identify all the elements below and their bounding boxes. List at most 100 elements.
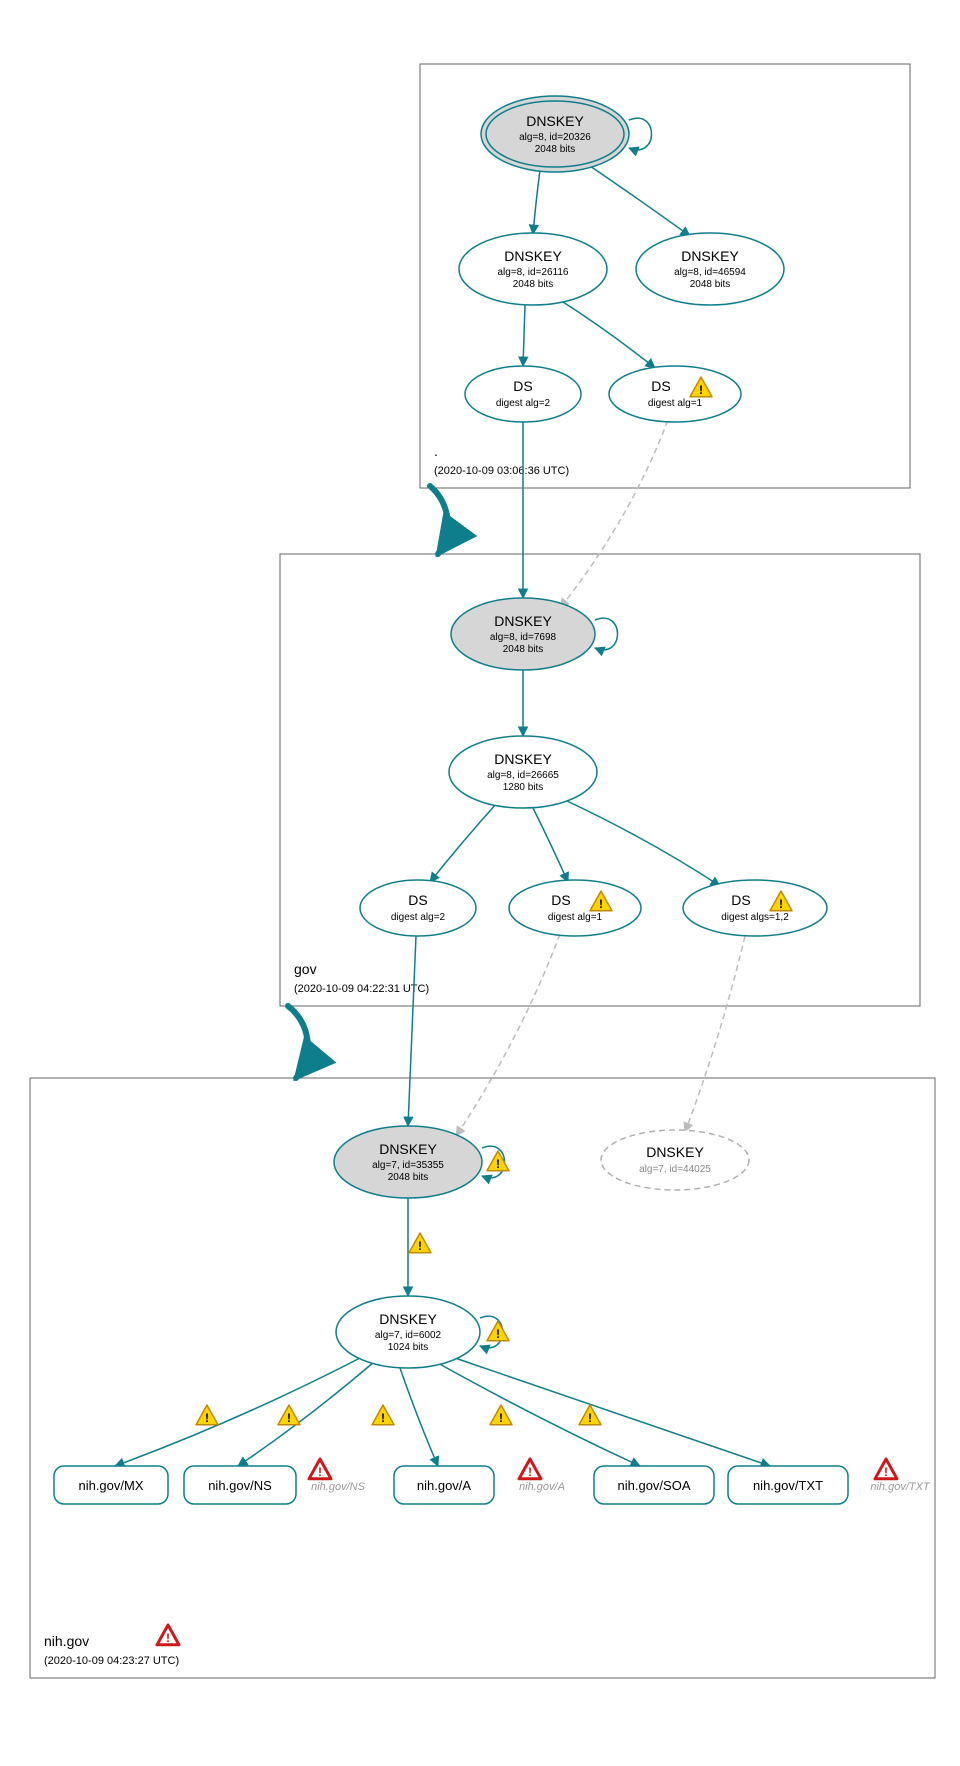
- error-icon: !: [309, 1459, 331, 1479]
- rr-label-ns: nih.gov/NS: [208, 1478, 272, 1493]
- node-gov_ds1: DSdigest alg=2: [360, 880, 476, 936]
- node-gov_zsk: DNSKEYalg=8, id=266651280 bits: [449, 736, 597, 808]
- zone-gov: [280, 554, 920, 1006]
- svg-text:digest algs=1,2: digest algs=1,2: [721, 912, 789, 923]
- svg-text:DNSKEY: DNSKEY: [504, 248, 562, 264]
- zone-label-root: .: [434, 443, 438, 459]
- svg-text:!: !: [496, 1157, 500, 1171]
- svg-text:!: !: [418, 1239, 422, 1253]
- svg-text:digest alg=2: digest alg=2: [496, 398, 551, 409]
- node-nih_gray: DNSKEYalg=7, id=44025: [601, 1130, 749, 1190]
- edge-zsk1_ds1: [523, 305, 525, 366]
- node-gov_ds3: DS digest algs=1,2!: [683, 880, 827, 936]
- svg-text:alg=8, id=26665: alg=8, id=26665: [487, 770, 559, 781]
- svg-text:alg=8, id=7698: alg=8, id=7698: [490, 632, 557, 643]
- svg-text:DNSKEY: DNSKEY: [494, 613, 552, 629]
- delegation-gov_to_nih: [288, 1006, 308, 1078]
- svg-text:digest alg=1: digest alg=1: [548, 912, 603, 923]
- rr-mx: nih.gov/MX: [54, 1466, 168, 1504]
- edge-gov_zsk_ds1: [430, 804, 496, 882]
- rr-a: nih.gov/A: [394, 1466, 494, 1504]
- dnssec-diagram: . (2020-10-09 03:06:36 UTC) gov (2020-10-09…: [0, 0, 960, 1766]
- zone-timestamp-root: (2020-10-09 03:06:36 UTC): [434, 465, 569, 477]
- svg-text:digest alg=2: digest alg=2: [391, 912, 446, 923]
- svg-text:DNSKEY: DNSKEY: [379, 1141, 437, 1157]
- svg-text:!: !: [287, 1411, 291, 1425]
- svg-text:2048 bits: 2048 bits: [690, 279, 731, 290]
- error-icon: !: [157, 1625, 179, 1645]
- svg-text:2048 bits: 2048 bits: [513, 279, 554, 290]
- svg-text:!: !: [599, 897, 603, 911]
- edge-root_ksk_zsk2: [590, 166, 690, 236]
- svg-text:!: !: [381, 1411, 385, 1425]
- edge-gov_ds1_nih: [408, 936, 416, 1126]
- warning-icon: !: [409, 1233, 431, 1253]
- edge-gov_ds2_nih: [456, 934, 560, 1136]
- edge-zsk_soa: [436, 1362, 640, 1466]
- rr-ns: nih.gov/NS: [184, 1466, 296, 1504]
- warning-icon: !: [487, 1151, 509, 1171]
- node-root_zsk2: DNSKEY alg=8, id=465942048 bits: [636, 233, 784, 305]
- ghost-rr-a: nih.gov/A: [519, 1481, 565, 1493]
- zone-nih: [30, 1078, 935, 1678]
- svg-text:!: !: [496, 1327, 500, 1341]
- edge-root_ksk_self: [629, 118, 652, 150]
- node-gov_ksk: DNSKEY alg=8, id=76982048 bits: [451, 598, 595, 670]
- svg-text:DS: DS: [513, 378, 532, 394]
- edge-gov_zsk_ds3: [565, 800, 720, 886]
- ghost-rr-txt: nih.gov/TXT: [870, 1481, 931, 1493]
- svg-text:2048 bits: 2048 bits: [535, 144, 576, 155]
- warning-icon: !: [196, 1405, 218, 1425]
- svg-text:!: !: [499, 1411, 503, 1425]
- node-gov_ds2: DS digest alg=1!: [509, 880, 641, 936]
- rr-soa: nih.gov/SOA: [594, 1466, 714, 1504]
- svg-text:DS: DS: [651, 378, 670, 394]
- svg-text:DNSKEY: DNSKEY: [681, 248, 739, 264]
- warning-icon: !: [579, 1405, 601, 1425]
- svg-text:!: !: [528, 1465, 532, 1479]
- svg-text:DNSKEY: DNSKEY: [494, 751, 552, 767]
- zone-label-nih: nih.gov: [44, 1633, 89, 1649]
- rr-label-txt: nih.gov/TXT: [753, 1478, 823, 1493]
- warning-icon: !: [278, 1405, 300, 1425]
- edge-gov_zsk_ds2: [532, 806, 568, 882]
- node-nih_ksk: DNSKEY alg=7, id=353552048 bits: [334, 1126, 482, 1198]
- edge-zsk_mx: [115, 1358, 360, 1466]
- warning-icon: !: [372, 1405, 394, 1425]
- svg-text:alg=8, id=20326: alg=8, id=20326: [519, 132, 591, 143]
- svg-text:alg=8, id=46594: alg=8, id=46594: [674, 267, 746, 278]
- svg-text:!: !: [699, 383, 703, 397]
- svg-text:alg=8, id=26116: alg=8, id=26116: [498, 267, 569, 278]
- edge-zsk_ns: [238, 1362, 374, 1466]
- svg-text:1024 bits: 1024 bits: [388, 1342, 429, 1353]
- svg-text:DS: DS: [551, 892, 570, 908]
- svg-text:digest alg=1: digest alg=1: [648, 398, 703, 409]
- edge-gov_ds3_nih: [685, 936, 745, 1132]
- node-root_ds2: DS digest alg=1!: [609, 366, 741, 422]
- warning-icon: !: [487, 1321, 509, 1341]
- edge-ds2_gov: [560, 420, 668, 608]
- edge-zsk_a: [400, 1368, 438, 1466]
- svg-text:!: !: [588, 1411, 592, 1425]
- svg-text:!: !: [884, 1465, 888, 1479]
- svg-text:2048 bits: 2048 bits: [388, 1172, 429, 1183]
- rr-label-a: nih.gov/A: [417, 1478, 472, 1493]
- svg-text:DNSKEY: DNSKEY: [646, 1144, 704, 1160]
- svg-text:DS: DS: [731, 892, 750, 908]
- svg-text:alg=7, id=35355: alg=7, id=35355: [372, 1160, 444, 1171]
- svg-text:2048 bits: 2048 bits: [503, 644, 544, 655]
- ghost-rr-ns: nih.gov/NS: [311, 1481, 365, 1493]
- edge-gov_ksk_self: [595, 618, 618, 650]
- node-root_zsk1: DNSKEY alg=8, id=261162048 bits: [459, 233, 607, 305]
- node-root_ds1: DS digest alg=2: [465, 366, 581, 422]
- zone-timestamp-nih: (2020-10-09 04:23:27 UTC): [44, 1655, 179, 1667]
- zone-label-gov: gov: [294, 961, 317, 977]
- edge-zsk1_ds2: [560, 300, 655, 368]
- svg-text:!: !: [205, 1411, 209, 1425]
- svg-text:!: !: [318, 1465, 322, 1479]
- svg-text:!: !: [166, 1631, 170, 1645]
- svg-text:!: !: [779, 897, 783, 911]
- svg-text:DNSKEY: DNSKEY: [379, 1311, 437, 1327]
- error-icon: !: [519, 1459, 541, 1479]
- node-root_ksk: DNSKEYalg=8, id=203262048 bits: [481, 96, 629, 172]
